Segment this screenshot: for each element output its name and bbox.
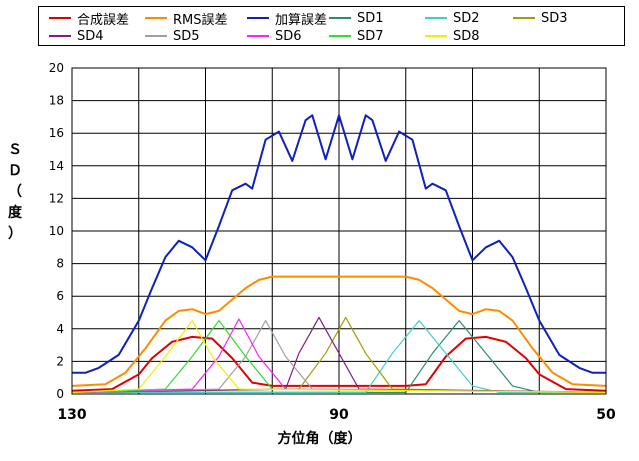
- legend-label: RMS誤差: [173, 12, 228, 28]
- legend-item: SD1: [329, 9, 384, 27]
- legend-label: SD4: [77, 28, 104, 44]
- legend-swatch: [425, 17, 447, 19]
- legend-swatch: [425, 35, 447, 37]
- x-tick-label: 50: [596, 407, 616, 423]
- legend-item: 加算誤差: [247, 9, 328, 28]
- legend-swatch: [329, 35, 351, 37]
- legend-label: 合成誤差: [77, 12, 130, 28]
- y-tick-label: 10: [49, 224, 64, 238]
- y-tick-label: 16: [49, 126, 64, 140]
- legend-label: SD8: [453, 28, 480, 44]
- legend-item: SD2: [425, 9, 480, 27]
- legend-swatch: [145, 35, 167, 37]
- y-tick-label: 4: [56, 322, 64, 336]
- legend-label: SD2: [453, 10, 480, 26]
- legend-item: SD5: [145, 27, 200, 45]
- x-tick-label: 130: [57, 407, 86, 423]
- y-axis-label: Ｓ Ｄ （ 度 ）: [8, 142, 22, 242]
- legend-label: SD6: [275, 28, 302, 44]
- legend-label: 加算誤差: [275, 12, 328, 28]
- legend-label: SD1: [357, 10, 384, 26]
- y-tick-labels: 0 2 4 6 8 10 12 14 16 18 20: [49, 61, 64, 401]
- y-tick-label: 0: [56, 387, 64, 401]
- legend-swatch: [49, 35, 71, 37]
- y-tick-label: 18: [49, 94, 64, 108]
- legend-item: 合成誤差: [49, 9, 130, 28]
- legend-swatch: [329, 17, 351, 19]
- series-line-3: [72, 114, 606, 374]
- legend-swatch: [49, 17, 71, 19]
- legend-label: SD7: [357, 28, 384, 44]
- series-line-2: [71, 275, 607, 387]
- legend-swatch: [145, 17, 167, 19]
- legend-item: RMS誤差: [145, 9, 228, 28]
- legend-item: SD4: [49, 27, 104, 45]
- series-line-11: [71, 320, 607, 393]
- legend: 合成誤差 RMS誤差 加算誤差 SD1 SD2 SD3 SD4 SD5 SD6 SD7 SD8: [38, 6, 625, 46]
- y-tick-label: 12: [49, 191, 64, 205]
- x-tick-labels: 130 90 50: [57, 407, 616, 423]
- legend-item: SD6: [247, 27, 302, 45]
- y-tick-label: 14: [49, 159, 64, 173]
- legend-swatch: [247, 17, 269, 19]
- legend-item: SD8: [425, 27, 480, 45]
- series-lines: [71, 114, 607, 393]
- y-tick-label: 2: [56, 354, 64, 368]
- legend-item: SD7: [329, 27, 384, 45]
- x-axis-label: 方位角（度）: [277, 431, 362, 447]
- legend-swatch: [513, 17, 535, 19]
- legend-item: SD3: [513, 9, 568, 27]
- y-tick-label: 8: [56, 257, 64, 271]
- y-tick-label: 20: [49, 61, 64, 75]
- y-tick-label: 6: [56, 289, 64, 303]
- legend-label: SD3: [541, 10, 568, 26]
- x-tick-label: 90: [329, 407, 349, 423]
- series-line-1: [71, 335, 607, 392]
- legend-swatch: [247, 35, 269, 37]
- plot-frame: [71, 67, 607, 395]
- legend-label: SD5: [173, 28, 200, 44]
